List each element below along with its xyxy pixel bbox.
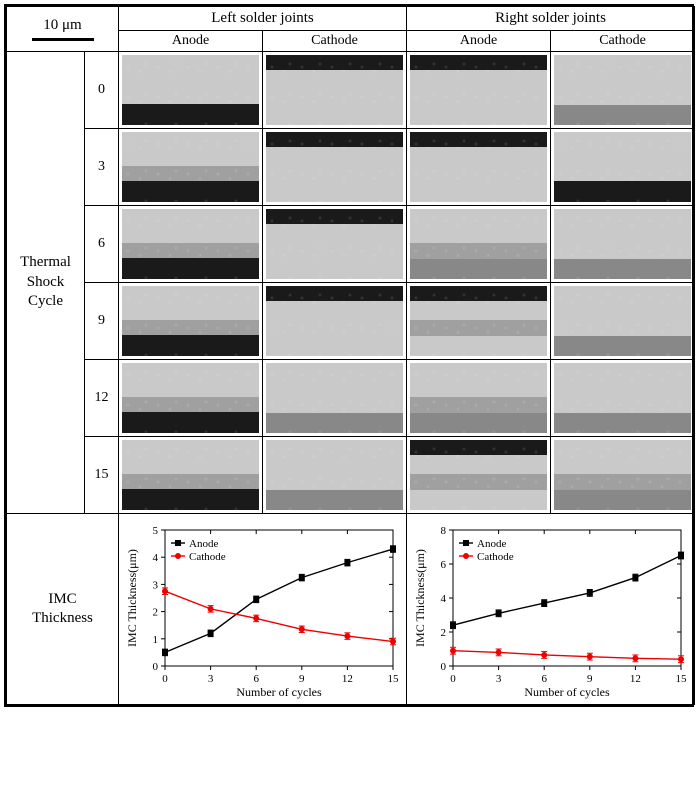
svg-text:3: 3 bbox=[153, 579, 159, 591]
micrograph-r4-c2 bbox=[407, 360, 551, 437]
svg-text:Number of cycles: Number of cycles bbox=[236, 685, 322, 699]
svg-text:Anode: Anode bbox=[189, 538, 218, 550]
svg-text:Cathode: Cathode bbox=[477, 551, 514, 563]
svg-text:12: 12 bbox=[342, 673, 353, 685]
svg-text:Anode: Anode bbox=[477, 538, 506, 550]
svg-text:12: 12 bbox=[630, 673, 641, 685]
subheader-left-anode: Anode bbox=[119, 31, 263, 52]
rowlabel-tsc: ThermalShockCycle bbox=[7, 52, 85, 514]
svg-text:9: 9 bbox=[299, 673, 305, 685]
micrograph-r2-c1 bbox=[263, 206, 407, 283]
chart-right-cell: 0 2 4 6 8 0 3 6 9 12 15 Number of cycles IMC Thickne… bbox=[407, 514, 695, 705]
svg-text:IMC Thickness(μm): IMC Thickness(μm) bbox=[125, 549, 139, 647]
svg-text:6: 6 bbox=[541, 673, 547, 685]
cycle-label-12: 12 bbox=[85, 360, 119, 437]
micrograph-r2-c3 bbox=[551, 206, 695, 283]
cycle-label-0: 0 bbox=[85, 52, 119, 129]
svg-text:0: 0 bbox=[162, 673, 168, 685]
cycle-label-6: 6 bbox=[85, 206, 119, 283]
subheader-left-cathode: Cathode bbox=[263, 31, 407, 52]
micrograph-r3-c0 bbox=[119, 283, 263, 360]
scale-bar bbox=[32, 38, 94, 41]
svg-text:8: 8 bbox=[441, 525, 447, 537]
svg-text:3: 3 bbox=[208, 673, 214, 685]
rowlabel-imc-text: IMCThickness bbox=[32, 591, 93, 627]
micrograph-r4-c3 bbox=[551, 360, 695, 437]
cycle-label-3: 3 bbox=[85, 129, 119, 206]
micrograph-r0-c2 bbox=[407, 52, 551, 129]
svg-text:Number of cycles: Number of cycles bbox=[524, 685, 610, 699]
svg-text:4: 4 bbox=[441, 593, 447, 605]
svg-text:2: 2 bbox=[153, 607, 159, 619]
svg-text:15: 15 bbox=[388, 673, 400, 685]
subheader-right-anode: Anode bbox=[407, 31, 551, 52]
micrograph-r0-c3 bbox=[551, 52, 695, 129]
scale-label: 10 μm bbox=[7, 7, 118, 36]
svg-text:6: 6 bbox=[441, 559, 447, 571]
micrograph-r5-c2 bbox=[407, 437, 551, 514]
cycle-label-15: 15 bbox=[85, 437, 119, 514]
svg-text:4: 4 bbox=[153, 552, 159, 564]
micrograph-r1-c1 bbox=[263, 129, 407, 206]
micrograph-r4-c0 bbox=[119, 360, 263, 437]
micrograph-r3-c1 bbox=[263, 283, 407, 360]
svg-text:9: 9 bbox=[587, 673, 593, 685]
rowlabel-imc: IMCThickness bbox=[7, 514, 119, 705]
svg-text:15: 15 bbox=[676, 673, 688, 685]
micrograph-r3-c2 bbox=[407, 283, 551, 360]
micrograph-r5-c0 bbox=[119, 437, 263, 514]
micrograph-r1-c0 bbox=[119, 129, 263, 206]
micrograph-r2-c2 bbox=[407, 206, 551, 283]
micrograph-r5-c1 bbox=[263, 437, 407, 514]
micrograph-r3-c3 bbox=[551, 283, 695, 360]
scale-cell: 10 μm bbox=[7, 7, 119, 52]
svg-text:0: 0 bbox=[153, 661, 159, 673]
micrograph-r1-c2 bbox=[407, 129, 551, 206]
micrograph-r0-c1 bbox=[263, 52, 407, 129]
chart-left: 01234503691215Number of cyclesIMC Thickn… bbox=[123, 520, 403, 700]
chart-left-cell: 01234503691215Number of cyclesIMC Thickn… bbox=[119, 514, 407, 705]
micrograph-r1-c3 bbox=[551, 129, 695, 206]
svg-text:6: 6 bbox=[253, 673, 259, 685]
svg-text:2: 2 bbox=[441, 627, 447, 639]
svg-text:3: 3 bbox=[496, 673, 502, 685]
svg-text:Cathode: Cathode bbox=[189, 551, 226, 563]
cycle-label-9: 9 bbox=[85, 283, 119, 360]
svg-text:IMC Thickness(μm): IMC Thickness(μm) bbox=[413, 549, 427, 647]
svg-text:0: 0 bbox=[450, 673, 456, 685]
subheader-right-cathode: Cathode bbox=[551, 31, 695, 52]
figure-container: 10 μm Left solder joints Right solder jo… bbox=[4, 4, 694, 707]
micrograph-r0-c0 bbox=[119, 52, 263, 129]
micrograph-r5-c3 bbox=[551, 437, 695, 514]
svg-text:5: 5 bbox=[153, 525, 159, 537]
chart-right: 0 2 4 6 8 0 3 6 9 12 15 Number of cycles IMC Thickne… bbox=[411, 520, 691, 700]
header-right: Right solder joints bbox=[407, 7, 695, 31]
figure-table: 10 μm Left solder joints Right solder jo… bbox=[6, 6, 695, 705]
svg-text:1: 1 bbox=[153, 634, 159, 646]
svg-text:0: 0 bbox=[441, 661, 447, 673]
header-left: Left solder joints bbox=[119, 7, 407, 31]
micrograph-r2-c0 bbox=[119, 206, 263, 283]
micrograph-r4-c1 bbox=[263, 360, 407, 437]
